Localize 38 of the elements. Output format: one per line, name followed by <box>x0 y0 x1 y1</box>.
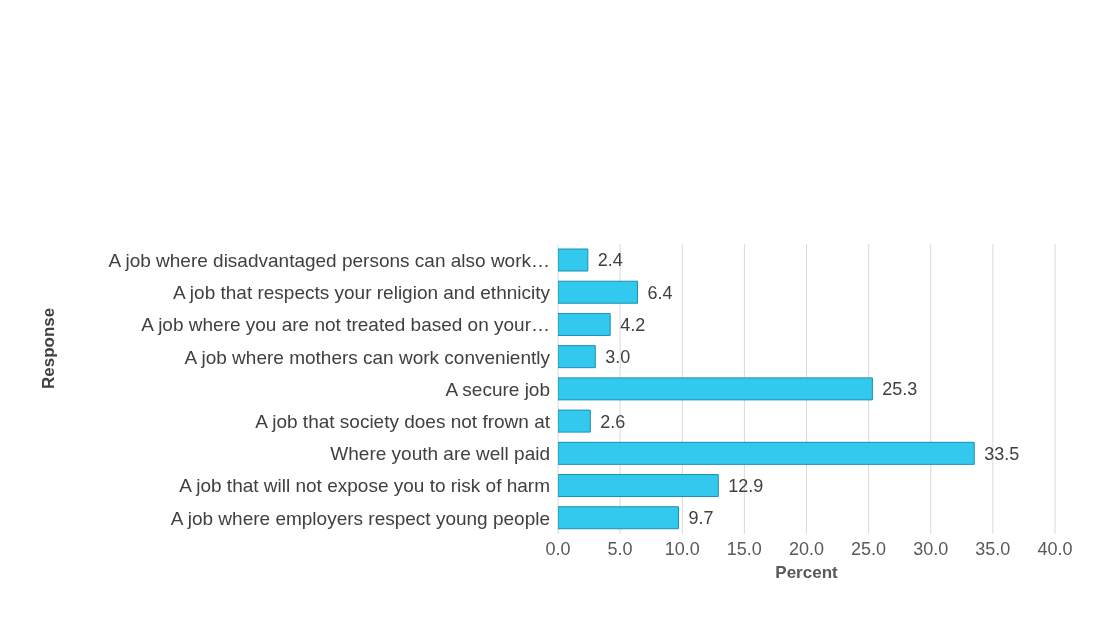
bar <box>558 409 591 433</box>
x-tick-label: 15.0 <box>726 538 762 559</box>
y-tick-label: A job where employers respect young people <box>170 507 550 529</box>
x-tick-label: 20.0 <box>788 538 825 559</box>
x-tick-label: 10.0 <box>664 538 700 559</box>
x-tick-label: 0.0 <box>545 538 571 559</box>
y-tick-label: A job that society does not frown at <box>255 410 551 432</box>
data-label: 3.0 <box>605 347 631 368</box>
y-tick-label: A job that will not expose you to risk of harm <box>179 475 550 497</box>
x-tick-label: 35.0 <box>975 538 1011 559</box>
bar <box>558 506 680 530</box>
bar <box>558 377 873 401</box>
data-label: 6.4 <box>647 282 673 303</box>
bar <box>558 474 719 498</box>
bar <box>558 312 611 336</box>
data-label: 12.9 <box>728 475 764 496</box>
bar <box>558 441 975 465</box>
data-label: 25.3 <box>882 379 918 400</box>
x-tick-label: 25.0 <box>851 538 887 559</box>
data-label: 2.4 <box>597 250 623 271</box>
data-label: 33.5 <box>984 443 1020 464</box>
y-axis-title: Response <box>39 307 59 389</box>
bar <box>558 248 589 272</box>
y-tick-label: A job where you are not treated based on your… <box>141 314 550 336</box>
y-tick-label: A secure job <box>445 378 550 400</box>
bar <box>558 345 596 369</box>
data-label: 2.6 <box>600 411 626 432</box>
y-tick-label: A job where disadvantaged persons can also work… <box>108 249 550 271</box>
data-label: 4.2 <box>620 314 646 335</box>
y-tick-label: A job where mothers can work conveniently <box>184 346 551 368</box>
data-label: 9.7 <box>688 508 714 529</box>
x-axis-title: Percent <box>775 563 839 582</box>
bar <box>558 280 639 304</box>
y-tick-label: Where youth are well paid <box>330 443 550 465</box>
x-tick-label: 5.0 <box>607 538 633 559</box>
x-tick-label: 40.0 <box>1037 538 1073 559</box>
y-tick-label: A job that respects your religion and ethnicity <box>172 282 551 304</box>
x-tick-label: 30.0 <box>913 538 949 559</box>
